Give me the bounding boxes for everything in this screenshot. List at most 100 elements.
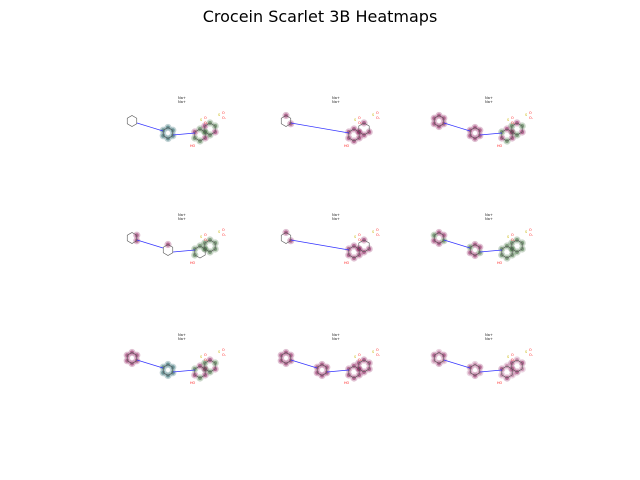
sulfonate-groups: S OO-S OO-: [200, 228, 227, 242]
sulfonate-groups: S OO-S OO-: [354, 348, 381, 362]
oxygen-label: O: [204, 116, 207, 120]
oxygen-anion-label: O-: [529, 233, 534, 237]
sulfur-label: S: [372, 350, 374, 354]
aromatic-ring: [162, 127, 174, 139]
sulfur-label: S: [218, 350, 220, 354]
counterion-label-2: Na+: [178, 337, 186, 341]
heatmap-panel: S O O- S O O- HO Na+ Na+: [272, 325, 402, 425]
oxygen-anion-label: O-: [222, 353, 227, 357]
aromatic-ring: [126, 115, 138, 127]
sulfur-label: S: [354, 118, 356, 122]
oxygen-anion-label: O-: [358, 238, 363, 242]
azo-linkers: [290, 359, 350, 373]
counterion-label-2: Na+: [332, 337, 340, 341]
aromatic-ring: [433, 232, 445, 244]
heatmap-panel: S O O- S O O- HO Na+ Na+: [425, 88, 555, 188]
sulfonate-groups: S OO-S OO-: [507, 111, 534, 125]
counterion-label-1: Na+: [332, 333, 340, 337]
oxygen-anion-label: O-: [376, 233, 381, 237]
aromatic-ring: [316, 364, 328, 376]
oxygen-anion-label: O-: [511, 121, 516, 125]
figure-title: Crocein Scarlet 3B Heatmaps: [202, 7, 438, 26]
aromatic-ring: [280, 115, 292, 127]
counterion-label-1: Na+: [485, 333, 493, 337]
sulfur-label: S: [525, 230, 527, 234]
oxygen-anion-label: O-: [204, 121, 209, 125]
azo-linkers: [136, 239, 196, 253]
oxygen-label: O: [529, 228, 532, 232]
hydroxyl-label: HO: [190, 381, 196, 385]
aromatic-ring: [469, 127, 481, 139]
bond-skeleton: [433, 115, 523, 142]
oxygen-anion-label: O-: [376, 353, 381, 357]
oxygen-anion-label: O-: [511, 358, 516, 362]
oxygen-label: O: [358, 353, 361, 357]
sulfonate-groups: S OO-S OO-: [354, 228, 381, 242]
oxygen-anion-label: O-: [529, 116, 534, 120]
aromatic-ring: [126, 232, 138, 244]
bond-skeleton: [280, 352, 370, 379]
bond-skeleton: [126, 232, 216, 259]
oxygen-label: O: [511, 353, 514, 357]
oxygen-anion-label: O-: [204, 358, 209, 362]
heatmap-panel: S O O- S O O- HO Na+ Na+: [272, 205, 402, 305]
counterion-label-1: Na+: [332, 213, 340, 217]
oxygen-anion-label: O-: [222, 233, 227, 237]
hydroxyl-label: HO: [190, 261, 196, 265]
hydroxyl-label: HO: [497, 144, 503, 148]
oxygen-anion-label: O-: [358, 121, 363, 125]
hydroxyl-label: HO: [344, 381, 350, 385]
aromatic-ring: [433, 352, 445, 364]
bond-skeleton: [433, 232, 523, 259]
bond-skeleton: [126, 115, 216, 142]
azo-linkers: [290, 122, 350, 134]
oxygen-label: O: [204, 353, 207, 357]
sulfur-label: S: [525, 113, 527, 117]
oxygen-label: O: [222, 228, 225, 232]
oxygen-anion-label: O-: [511, 238, 516, 242]
aromatic-ring: [126, 352, 138, 364]
heatmap-panel: S O O- S O O- HO Na+ Na+: [118, 88, 248, 188]
sulfur-label: S: [525, 350, 527, 354]
aromatic-ring: [204, 359, 216, 373]
sulfonate-groups: S OO-S OO-: [200, 348, 227, 362]
heat-overlay: [430, 111, 526, 145]
oxygen-anion-label: O-: [358, 358, 363, 362]
aromatic-ring: [280, 232, 292, 244]
heatmap-panel: S O O- S O O- HO Na+ Na+: [118, 205, 248, 305]
azo-linkers: [443, 359, 503, 373]
sulfur-label: S: [200, 118, 202, 122]
oxygen-label: O: [376, 111, 379, 115]
counterion-label-2: Na+: [332, 100, 340, 104]
counterion-label-1: Na+: [485, 96, 493, 100]
oxygen-label: O: [358, 233, 361, 237]
aromatic-ring: [469, 364, 481, 376]
aromatic-ring: [204, 122, 216, 136]
counterion-label-2: Na+: [178, 217, 186, 221]
azo-linkers: [136, 122, 196, 136]
sulfur-label: S: [354, 235, 356, 239]
sulfur-label: S: [372, 113, 374, 117]
counterion-label-2: Na+: [332, 217, 340, 221]
counterion-label-1: Na+: [178, 96, 186, 100]
aromatic-ring: [358, 122, 370, 136]
oxygen-label: O: [376, 228, 379, 232]
oxygen-label: O: [511, 233, 514, 237]
sulfur-label: S: [218, 113, 220, 117]
hydroxyl-label: HO: [497, 381, 503, 385]
heatmap-panel: S O O- S O O- HO Na+ Na+: [425, 205, 555, 305]
counterion-label-2: Na+: [485, 217, 493, 221]
sulfonate-groups: S OO-S OO-: [200, 111, 227, 125]
oxygen-label: O: [376, 348, 379, 352]
aromatic-ring: [358, 239, 370, 253]
aromatic-ring: [204, 239, 216, 253]
azo-linkers: [136, 359, 196, 373]
